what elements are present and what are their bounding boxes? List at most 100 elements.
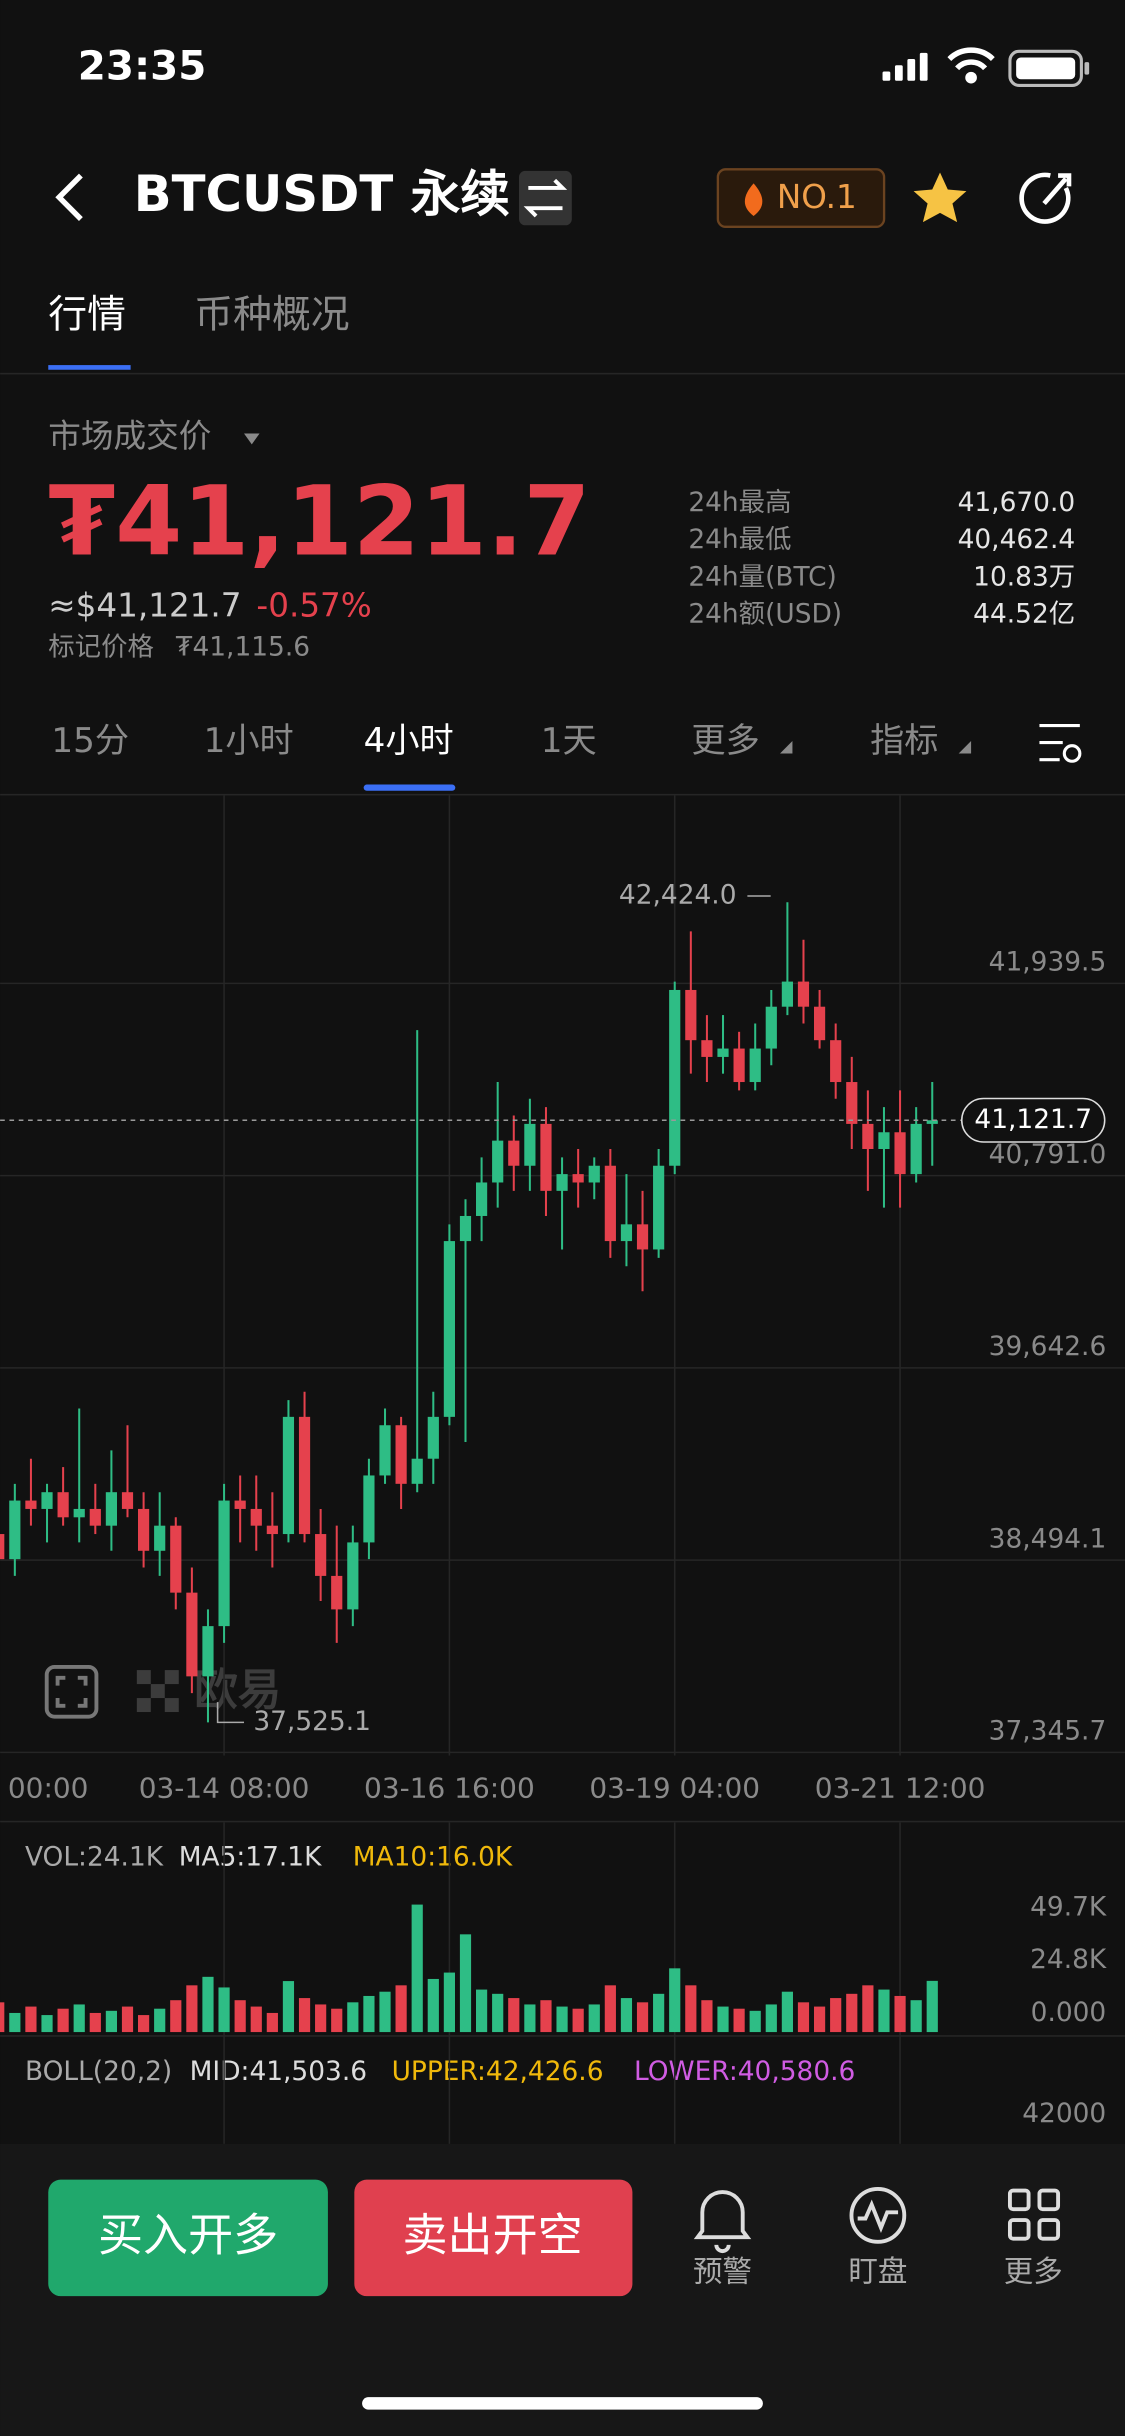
volume-bar bbox=[717, 2006, 729, 2033]
volume-bar bbox=[9, 2012, 21, 2033]
divider bbox=[0, 372, 1125, 375]
candle-body bbox=[781, 981, 793, 1007]
boll-header: BOLL(20,2) bbox=[25, 2056, 172, 2087]
candle-body bbox=[427, 1416, 439, 1459]
favorite-star[interactable] bbox=[913, 172, 967, 223]
boll-upper: UPPER:42,426.6 bbox=[392, 2056, 604, 2087]
volume-bar bbox=[878, 1989, 890, 2033]
candle-body bbox=[492, 1140, 504, 1183]
candle-body bbox=[878, 1132, 890, 1150]
volume-bar bbox=[170, 2000, 182, 2033]
x-tick-label: 03-19 04:00 bbox=[589, 1772, 760, 1805]
tab-active[interactable]: 行情 bbox=[48, 292, 126, 337]
low-marker-label: 37,525.1 bbox=[253, 1706, 371, 1737]
interval-tab[interactable]: 4小时 bbox=[364, 721, 454, 761]
buy-button-label[interactable]: 买入开多 bbox=[98, 2209, 278, 2262]
volume-ma5: MA5:17.1K bbox=[179, 1842, 322, 1873]
share-button[interactable] bbox=[1019, 172, 1072, 224]
candle-body bbox=[636, 1224, 649, 1250]
interval-bar: 15分 1小时 4小时 1天 更多 指标 bbox=[51, 721, 938, 761]
volume-bar bbox=[266, 2012, 278, 2033]
swap-button[interactable] bbox=[519, 170, 572, 226]
candle-body bbox=[186, 1592, 198, 1677]
volume-bar bbox=[347, 2002, 359, 2033]
candle-body bbox=[813, 1006, 826, 1041]
volume-bar bbox=[926, 1980, 938, 2033]
mark-price: ₮41,115.6 bbox=[176, 631, 310, 662]
volume-bar bbox=[733, 2008, 745, 2033]
volume-bar bbox=[363, 1995, 375, 2033]
volume-bar bbox=[411, 1904, 423, 2033]
volume-ma10: MA10:16.0K bbox=[353, 1842, 513, 1873]
buy-button[interactable] bbox=[48, 2179, 328, 2297]
volume-bar bbox=[685, 1985, 697, 2033]
interval-tab[interactable]: 15分 bbox=[51, 721, 129, 761]
last-price-tag-label: 41,121.7 bbox=[974, 1104, 1092, 1135]
volume-bar bbox=[218, 1987, 230, 2033]
tab[interactable]: 币种概况 bbox=[194, 292, 349, 337]
candle-body bbox=[218, 1500, 230, 1627]
interval-tab[interactable]: 更多 bbox=[691, 721, 759, 761]
candle-body bbox=[653, 1165, 665, 1250]
back-button[interactable] bbox=[55, 173, 83, 221]
rank-badge[interactable]: NO.1 bbox=[716, 168, 886, 228]
volume-bar bbox=[331, 2008, 343, 2033]
price-type-label[interactable]: 市场成交价 bbox=[48, 417, 211, 455]
volume-tick-label: 49.7K bbox=[1030, 1891, 1107, 1922]
interval-indicator bbox=[363, 784, 456, 791]
chart-settings-button[interactable] bbox=[1039, 723, 1082, 763]
volume-bar bbox=[202, 1976, 214, 2033]
divider bbox=[0, 2035, 1125, 2037]
signal-icon bbox=[882, 52, 928, 81]
volume-bar bbox=[749, 2010, 761, 2033]
low-marker-line bbox=[216, 1702, 245, 1724]
x-tick-label: 03-21 12:00 bbox=[815, 1772, 986, 1805]
candle-body bbox=[89, 1508, 101, 1526]
candle-body bbox=[862, 1123, 874, 1150]
interval-tab[interactable]: 指标 bbox=[870, 721, 938, 761]
interval-tab[interactable]: 1天 bbox=[541, 721, 597, 761]
candle-body bbox=[830, 1040, 842, 1083]
action-label[interactable]: 更多 bbox=[1004, 2254, 1063, 2288]
candle-body bbox=[749, 1048, 761, 1083]
volume-bar bbox=[459, 1934, 472, 2033]
more-icon[interactable] bbox=[1007, 2188, 1061, 2241]
volume-bar bbox=[89, 2012, 101, 2033]
sell-button-label[interactable]: 卖出开空 bbox=[402, 2209, 582, 2262]
candle-body bbox=[315, 1534, 327, 1576]
fullscreen-button[interactable] bbox=[44, 1665, 99, 1719]
candle-body bbox=[556, 1174, 568, 1191]
stats: 24h最高 41,670.0 24h最低 40,462.4 24h量(BTC) 10.83… bbox=[688, 487, 1075, 630]
volume-bar bbox=[588, 2004, 600, 2033]
volume-tick-label: 24.8K bbox=[1030, 1944, 1107, 1975]
volume-bar bbox=[620, 1998, 633, 2033]
volume-bar bbox=[572, 2008, 584, 2033]
interval-tab[interactable]: 1小时 bbox=[204, 721, 294, 761]
candle-body bbox=[572, 1174, 584, 1183]
volume-bar bbox=[443, 1972, 455, 2033]
sell-button[interactable] bbox=[354, 2179, 633, 2297]
volume-bar bbox=[604, 1985, 616, 2033]
stat-value: 40,462.4 bbox=[958, 524, 1076, 555]
watch-icon[interactable] bbox=[849, 2187, 907, 2244]
volume-bar bbox=[830, 1998, 842, 2033]
x-tick-label: 03-14 08:00 bbox=[139, 1772, 310, 1805]
candle-body bbox=[669, 989, 681, 1166]
volume-bar bbox=[765, 2004, 777, 2033]
candle-body bbox=[57, 1492, 69, 1518]
symbol-title[interactable]: BTCUSDT 永续 bbox=[134, 165, 510, 223]
volume-bar bbox=[250, 2006, 262, 2033]
volume-bar bbox=[910, 2000, 922, 2033]
volume-bar bbox=[540, 2000, 552, 2033]
alert-icon[interactable] bbox=[693, 2190, 752, 2254]
divider bbox=[0, 1820, 1125, 1823]
stat-label: 24h最低 bbox=[688, 524, 791, 555]
candle-body bbox=[540, 1123, 552, 1191]
candle-body bbox=[395, 1425, 407, 1484]
action-label[interactable]: 预警 bbox=[693, 2254, 752, 2288]
candle-body bbox=[202, 1626, 214, 1677]
candle-body bbox=[234, 1500, 246, 1509]
action-label[interactable]: 盯盘 bbox=[848, 2254, 907, 2288]
change-percent: -0.57% bbox=[256, 586, 371, 624]
